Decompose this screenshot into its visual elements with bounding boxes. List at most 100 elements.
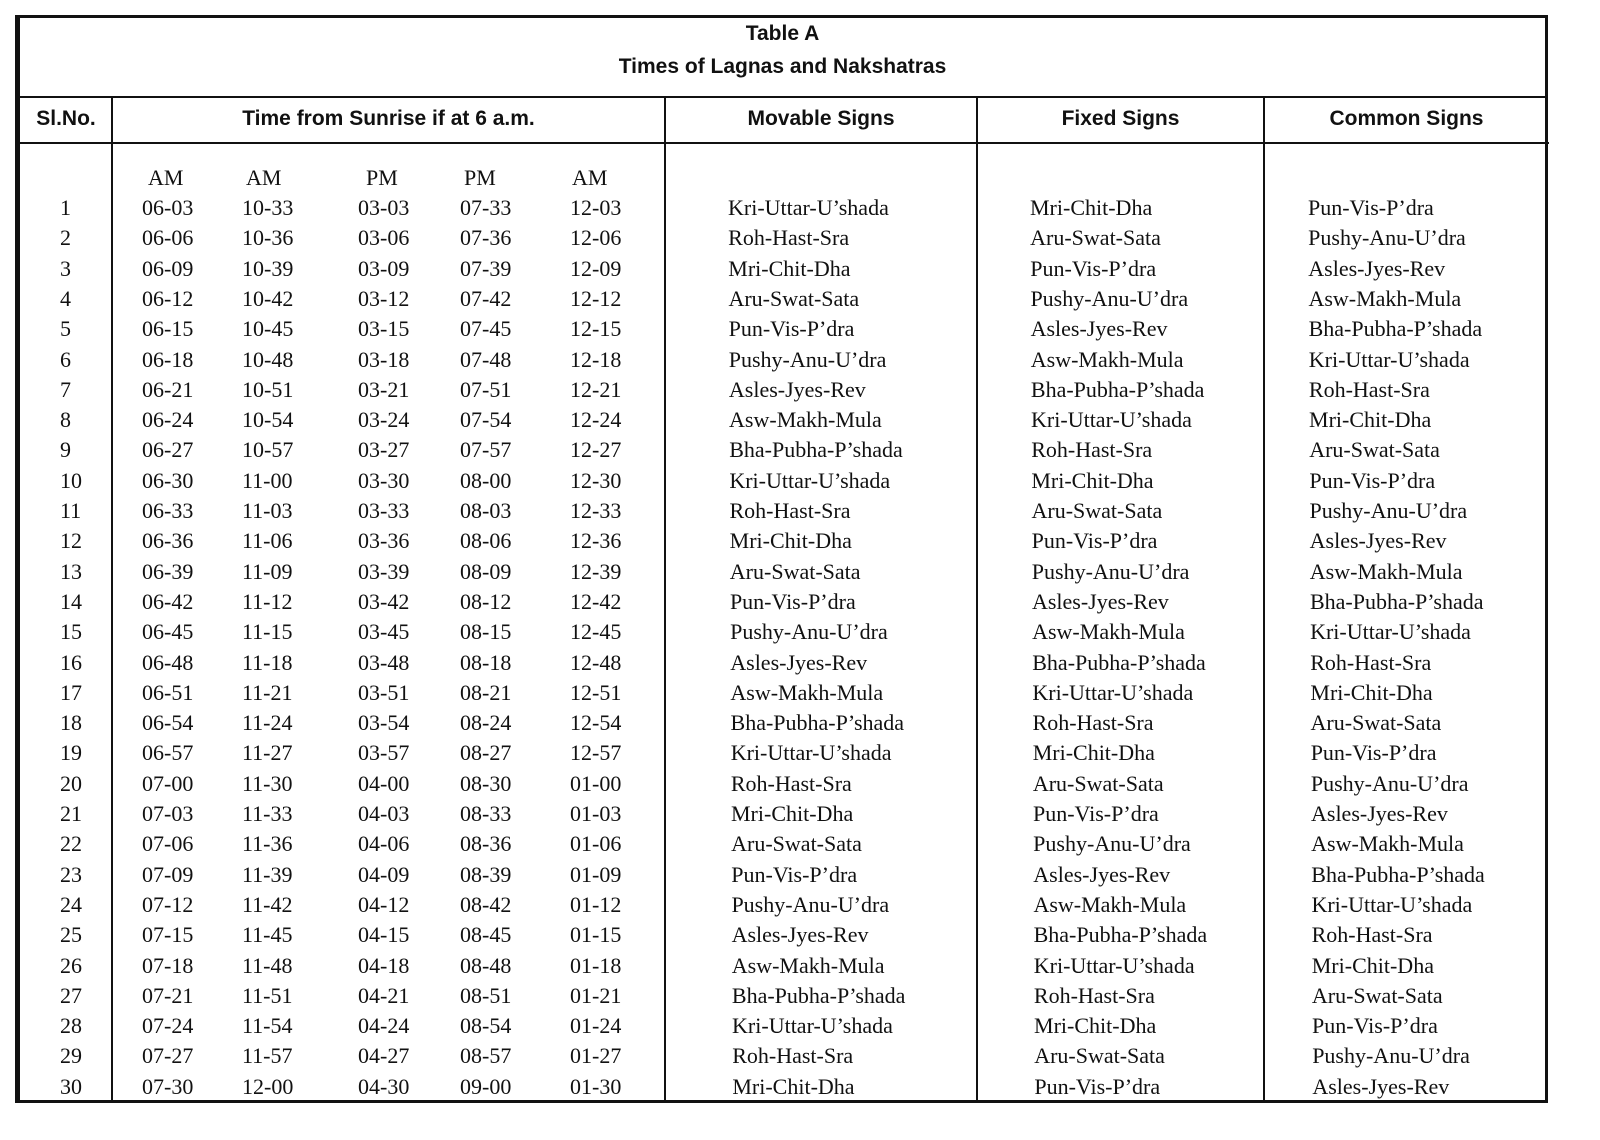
time-3: 03-21: [358, 376, 410, 402]
time-1: 07-12: [142, 891, 194, 917]
fixed-sign: Roh-Hast-Sra: [1033, 982, 1155, 1008]
time-3: 03-06: [358, 225, 410, 251]
common-sign: Pun-Vis-P’dra: [1310, 740, 1437, 766]
time-3: 03-09: [358, 255, 410, 281]
time-1: 07-03: [142, 801, 194, 826]
time-1: 07-27: [142, 1043, 194, 1069]
time-3: 04-30: [358, 1073, 410, 1099]
common-sign: Kri-Uttar-U’shada: [1308, 346, 1470, 372]
fixed-sign: Asles-Jyes-Rev: [1033, 861, 1171, 887]
time-1: 06-03: [142, 195, 194, 220]
fixed-sign: Pun-Vis-P’dra: [1034, 1073, 1161, 1099]
movable-sign: Pun-Vis-P’dra: [729, 588, 856, 614]
fixed-sign: Aru-Swat-Sata: [1032, 770, 1164, 796]
row-number: 8: [60, 407, 71, 433]
time-1: 06-06: [142, 225, 194, 251]
time-4: 08-09: [460, 558, 512, 584]
common-sign: Aru-Swat-Sata: [1311, 982, 1443, 1008]
time-3: 03-15: [358, 316, 410, 342]
time-5: 12-12: [570, 285, 622, 311]
movable-sign: Kri-Uttar-U’shada: [730, 740, 892, 766]
row-number: 13: [60, 558, 82, 584]
time-3: 03-33: [358, 498, 410, 523]
fixed-sign: Mri-Chit-Dha: [1032, 740, 1155, 766]
time-4: 09-00: [460, 1073, 512, 1099]
time-5: 01-09: [570, 861, 622, 887]
time-2: 10-45: [242, 316, 294, 342]
movable-sign: Roh-Hast-Sra: [728, 225, 850, 251]
row-number: 6: [60, 346, 71, 372]
fixed-sign: Bha-Pubha-P’shada: [1030, 376, 1205, 402]
fixed-sign: Pushy-Anu-U’dra: [1033, 831, 1191, 857]
time-5: 01-18: [570, 952, 622, 978]
time-subheader: PM: [366, 165, 398, 190]
time-2: 10-39: [242, 255, 294, 281]
time-2: 11-12: [242, 588, 293, 614]
movable-sign: Pushy-Anu-U’dra: [728, 346, 887, 372]
time-4: 08-36: [460, 831, 512, 857]
common-sign: Mri-Chit-Dha: [1310, 679, 1433, 705]
time-3: 04-12: [358, 891, 410, 917]
time-4: 07-33: [460, 195, 512, 220]
movable-sign: Pun-Vis-P’dra: [728, 316, 855, 342]
movable-sign: Asles-Jyes-Rev: [731, 922, 869, 948]
time-5: 01-12: [570, 891, 622, 917]
column-divider: [1263, 96, 1265, 1100]
movable-sign: Mri-Chit-Dha: [728, 255, 851, 281]
time-subheader: AM: [572, 165, 608, 190]
time-3: 04-00: [358, 770, 410, 796]
time-5: 01-15: [570, 922, 622, 948]
time-5: 12-24: [570, 407, 622, 433]
common-sign: Asw-Makh-Mula: [1311, 831, 1464, 857]
time-2: 11-33: [242, 801, 293, 826]
time-4: 07-57: [460, 437, 512, 463]
column-divider: [111, 96, 113, 1100]
time-1: 07-09: [142, 861, 194, 887]
header-slno: Sl.No.: [20, 96, 112, 144]
time-2: 11-18: [242, 649, 293, 675]
movable-sign: Pushy-Anu-U’dra: [730, 619, 888, 645]
fixed-sign: Asles-Jyes-Rev: [1031, 588, 1169, 614]
fixed-sign: Asles-Jyes-Rev: [1030, 316, 1168, 342]
time-5: 01-21: [570, 982, 622, 1008]
time-subheader: AM: [148, 165, 184, 190]
common-sign: Mri-Chit-Dha: [1311, 952, 1434, 978]
time-1: 06-18: [142, 346, 194, 372]
time-4: 07-39: [460, 255, 512, 281]
common-sign: Asles-Jyes-Rev: [1309, 528, 1447, 554]
row-number: 10: [60, 467, 82, 493]
movable-sign: Roh-Hast-Sra: [730, 770, 852, 796]
time-3: 03-27: [358, 437, 410, 463]
movable-sign: Aru-Swat-Sata: [731, 831, 862, 857]
movable-sign: Aru-Swat-Sata: [729, 558, 861, 584]
common-sign: Pun-Vis-P’dra: [1312, 1013, 1438, 1039]
time-1: 06-45: [142, 619, 194, 645]
time-2: 11-51: [242, 982, 293, 1008]
time-3: 04-09: [358, 861, 410, 887]
time-subheader: AM: [246, 165, 282, 190]
fixed-sign: Kri-Uttar-U’shada: [1033, 952, 1195, 978]
row-number: 1: [60, 195, 71, 220]
time-2: 12-00: [242, 1073, 294, 1099]
time-1: 07-24: [142, 1013, 194, 1039]
row-number: 22: [60, 831, 82, 857]
row-number: 15: [60, 619, 82, 645]
time-1: 07-30: [142, 1073, 194, 1099]
movable-sign: Mri-Chit-Dha: [729, 528, 852, 554]
time-5: 12-45: [570, 619, 622, 645]
time-1: 07-15: [142, 922, 194, 948]
time-3: 04-06: [358, 831, 410, 857]
common-sign: Pushy-Anu-U’dra: [1310, 770, 1469, 796]
time-4: 07-54: [460, 407, 512, 433]
fixed-sign: Asw-Makh-Mula: [1032, 619, 1185, 645]
time-5: 12-06: [570, 225, 622, 251]
time-3: 04-18: [358, 952, 410, 978]
fixed-sign: Mri-Chit-Dha: [1034, 1013, 1157, 1039]
common-sign: Asles-Jyes-Rev: [1311, 801, 1448, 826]
movable-sign: Kri-Uttar-U’shada: [729, 467, 891, 493]
time-2: 11-57: [242, 1043, 293, 1069]
time-4: 08-39: [460, 861, 512, 887]
time-4: 08-57: [460, 1043, 512, 1069]
time-3: 04-21: [358, 982, 410, 1008]
time-5: 12-30: [570, 467, 622, 493]
